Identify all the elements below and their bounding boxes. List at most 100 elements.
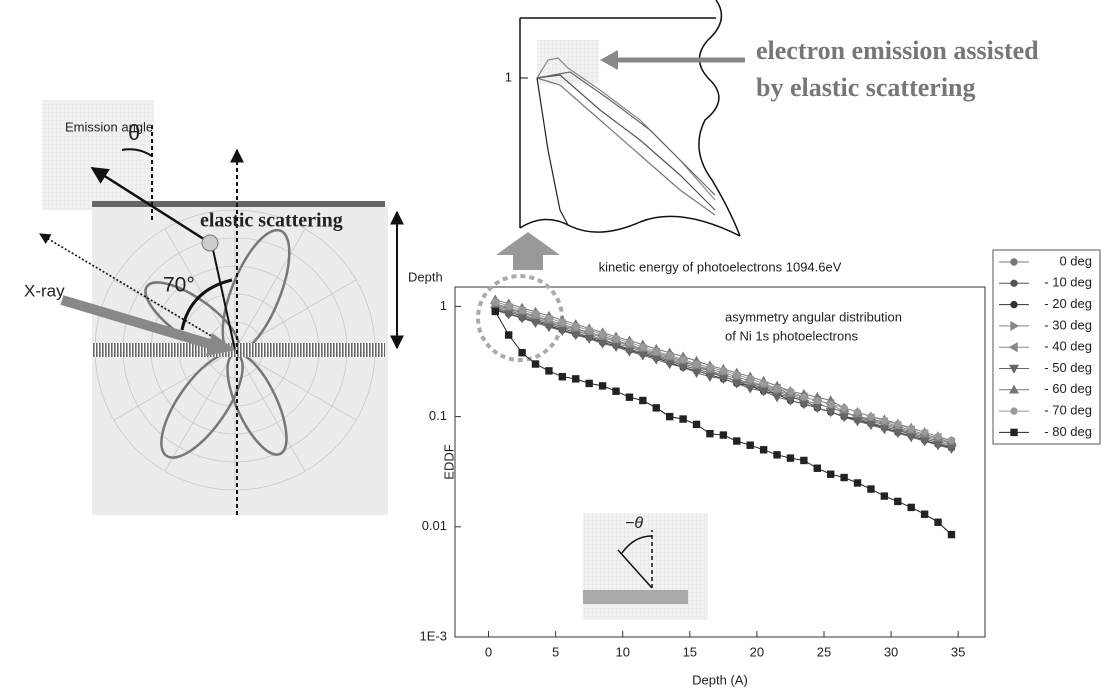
x-tick-label: 0 (485, 644, 492, 659)
marker (598, 382, 607, 390)
marker (947, 436, 956, 444)
marker (639, 396, 647, 405)
surface-line (92, 201, 385, 207)
legend-label: - 50 deg (1044, 360, 1092, 375)
series (491, 307, 956, 539)
marker (531, 360, 540, 368)
hatch-area (42, 100, 154, 210)
marker (704, 373, 715, 382)
legend-marker (1008, 384, 1020, 394)
xray-arrow (60, 295, 222, 352)
legend-marker (1008, 364, 1020, 374)
theta-arc (121, 148, 153, 157)
x-tick-label: 15 (683, 644, 697, 659)
callout-text: electron emission assisted (756, 36, 1039, 65)
marker (825, 408, 836, 418)
marker (598, 330, 607, 338)
y-tick-label: 0.1 (429, 408, 447, 423)
marker (664, 360, 675, 370)
x-tick-label: 25 (817, 644, 831, 659)
marker (651, 355, 662, 365)
marker (625, 393, 634, 401)
marker (503, 310, 514, 320)
legend-marker (1010, 258, 1018, 266)
marker (894, 497, 902, 506)
legend-label: - 40 deg (1044, 339, 1092, 354)
marker (879, 425, 890, 435)
marker (637, 351, 648, 361)
marker (491, 307, 499, 316)
theta-label: θ (128, 120, 140, 145)
marker (746, 441, 754, 449)
marker (733, 371, 741, 379)
marker (652, 347, 660, 356)
marker (624, 347, 635, 357)
legend-label: - 60 deg (1044, 381, 1092, 396)
marker (558, 373, 567, 381)
marker (610, 343, 622, 353)
legend-marker (1010, 279, 1018, 287)
marker (679, 415, 687, 423)
marker (572, 322, 580, 330)
marker (880, 416, 889, 425)
legend-label: 0 deg (1059, 253, 1092, 268)
legend-label: - 30 deg (1044, 317, 1092, 332)
marker (558, 318, 567, 326)
path-segment (211, 244, 236, 351)
marker (692, 420, 701, 429)
y-axis-label: EDDF (441, 444, 456, 479)
marker (785, 396, 796, 406)
scattering-diagram: Emission angle θ elastic scattering Dept… (24, 100, 443, 515)
zoom-arrow (496, 232, 560, 270)
marker (719, 431, 728, 439)
legend-marker (1010, 320, 1020, 331)
marker (894, 420, 902, 429)
marker (545, 314, 553, 322)
marker (746, 375, 754, 383)
marker (786, 387, 795, 395)
marker (585, 326, 593, 334)
marker (892, 429, 903, 439)
marker (946, 445, 957, 455)
marker (612, 387, 620, 395)
inset-arc (621, 535, 653, 554)
marker (812, 404, 823, 414)
marker (639, 343, 647, 351)
elastic-label: elastic scattering (200, 210, 343, 232)
marker (867, 485, 875, 493)
x-axis-label: Depth (A) (692, 672, 748, 687)
diagram-box (92, 205, 388, 515)
marker (517, 314, 528, 324)
marker (826, 470, 835, 478)
marker (543, 323, 554, 333)
marker (880, 492, 889, 500)
marker (932, 441, 944, 451)
marker (773, 451, 781, 459)
plot-frame (454, 286, 986, 638)
x-tick-label: 30 (884, 644, 898, 659)
electron (201, 234, 219, 252)
marker (504, 302, 513, 310)
marker (759, 379, 768, 388)
legend-label: - 70 deg (1044, 403, 1092, 418)
marker (759, 446, 768, 454)
x-tick-label: 10 (615, 644, 629, 659)
marker (545, 367, 553, 375)
surface-band (92, 343, 385, 357)
marker (839, 413, 850, 423)
marker (907, 503, 915, 512)
legend-marker (1010, 300, 1018, 309)
emission-arrow (90, 166, 211, 245)
x-tick-label: 20 (750, 644, 764, 659)
marker (840, 404, 848, 412)
callout-head (600, 50, 618, 70)
marker (706, 363, 714, 372)
marker (612, 334, 620, 343)
chart: kinetic energy of photoelectrons 1094.6e… (420, 249, 1101, 687)
direct-path (39, 233, 236, 351)
marker (530, 319, 541, 329)
inset-tick-label: 1 (505, 69, 512, 84)
marker (731, 379, 742, 389)
x-tick-label: 5 (552, 644, 559, 659)
marker (706, 429, 714, 438)
